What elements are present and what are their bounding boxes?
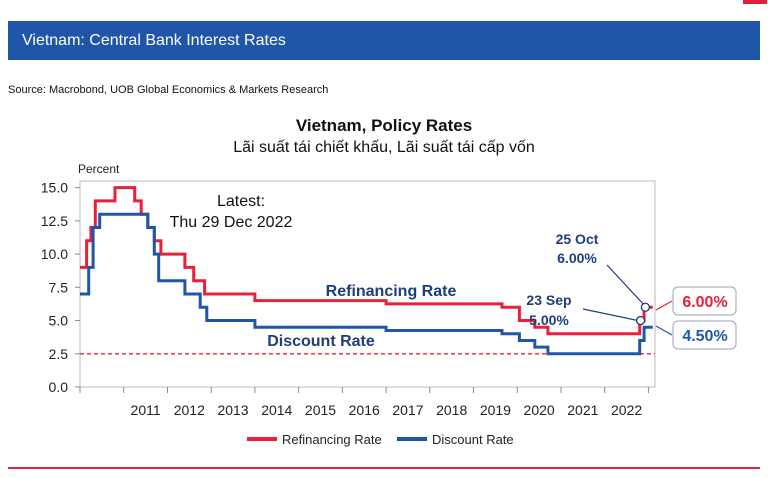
latest-date: Thu 29 Dec 2022 <box>170 214 293 231</box>
x-tick-label: 2016 <box>349 402 380 418</box>
refi-end-connector <box>655 300 673 311</box>
latest-label: Latest: <box>217 193 265 210</box>
y-axis: 15.0 12.5 10.0 7.5 5.0 2.5 0.0 <box>41 180 80 395</box>
series-group <box>80 186 653 356</box>
x-tick-label: 2022 <box>611 402 642 418</box>
oct-annotation-date: 25 Oct <box>556 231 599 247</box>
source-note: Source: Macrobond, UOB Global Economics … <box>8 84 329 96</box>
header-banner: Vietnam: Central Bank Interest Rates <box>0 0 768 60</box>
x-axis: 2011 2012 2013 2014 2015 2016 2017 2018 2019 2020… <box>79 387 649 418</box>
x-tick-label: 2015 <box>305 402 336 418</box>
x-tick-label: 2018 <box>436 402 467 418</box>
bottom-rule <box>8 467 760 469</box>
refinancing-rate-line <box>80 186 653 336</box>
y-tick-label: 7.5 <box>49 279 69 295</box>
legend-discount-swatch <box>397 437 427 441</box>
oct-callout-line <box>606 264 647 308</box>
oct-annotation-value: 6.00% <box>557 250 597 266</box>
refinancing-rate-annotation: Refinancing Rate <box>326 283 457 300</box>
y-tick-label: 2.5 <box>49 346 69 362</box>
x-tick-label: 2017 <box>392 402 423 418</box>
discount-rate-line <box>80 212 653 356</box>
sep-callout-line <box>582 308 641 322</box>
legend-refinancing-label: Refinancing Rate <box>282 432 382 447</box>
oct-marker <box>640 302 651 312</box>
y-tick-label: 0.0 <box>49 379 69 395</box>
x-tick-label: 2019 <box>480 402 511 418</box>
discount-end-connector <box>655 325 673 336</box>
y-tick-label: 12.5 <box>41 213 68 229</box>
sep-annotation-date: 23 Sep <box>526 292 571 308</box>
discount-end-label-box <box>672 320 737 350</box>
refi-end-label-box <box>672 286 737 316</box>
legend: Refinancing Rate Discount Rate <box>247 432 514 447</box>
title-bar <box>8 21 760 60</box>
x-tick-label: 2020 <box>524 402 555 418</box>
sep-annotation-value: 5.00% <box>529 312 569 328</box>
chart-subtitle: Lãi suất tái chiết khấu, Lãi suất tái cấ… <box>233 139 535 156</box>
plot-frame <box>79 180 656 388</box>
discount-rate-annotation: Discount Rate <box>267 333 375 350</box>
legend-discount-label: Discount Rate <box>432 432 514 447</box>
legend-refinancing-swatch <box>247 437 277 441</box>
y-tick-label: 5.0 <box>49 313 69 329</box>
x-tick-label: 2013 <box>217 402 248 418</box>
x-tick-label: 2014 <box>261 402 292 418</box>
y-axis-label: Percent <box>78 162 120 176</box>
x-tick-label: 2011 <box>131 402 161 418</box>
brand-accent <box>743 0 767 4</box>
x-tick-label: 2021 <box>567 402 598 418</box>
page-title: Vietnam: Central Bank Interest Rates <box>22 32 286 49</box>
y-tick-label: 15.0 <box>41 180 68 196</box>
discount-end-label: 4.50% <box>682 328 727 345</box>
sep-marker <box>635 315 646 326</box>
refi-end-label: 6.00% <box>682 294 727 311</box>
x-tick-label: 2012 <box>174 402 205 418</box>
y-tick-label: 10.0 <box>41 246 68 262</box>
chart-title: Vietnam, Policy Rates <box>295 116 473 135</box>
